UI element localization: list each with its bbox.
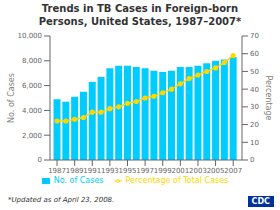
svg-text:2001: 2001 — [171, 167, 189, 175]
html-text:No. of Cases: No. of Cases — [53, 176, 104, 185]
svg-text:60: 60 — [250, 50, 259, 58]
svg-text:1995: 1995 — [119, 167, 137, 175]
svg-text:2003: 2003 — [189, 167, 207, 175]
svg-text:20: 20 — [250, 121, 259, 129]
svg-text:70: 70 — [250, 32, 259, 40]
svg-text:1993: 1993 — [101, 167, 119, 175]
svg-text:No. of Cases: No. of Cases — [8, 73, 16, 123]
svg-text:30: 30 — [250, 103, 259, 111]
html-text:CDC: CDC — [251, 197, 270, 206]
svg-text:50: 50 — [250, 68, 259, 76]
svg-text:1987: 1987 — [48, 167, 66, 175]
html-text:Trends in TB Cases in Foreign-: Trends in TB Cases in Foreign-born — [41, 3, 239, 14]
html-text:*Updated as of April 23, 2008.: *Updated as of April 23, 2008. — [8, 196, 115, 204]
svg-text:10,000: 10,000 — [18, 32, 43, 40]
svg-text:1991: 1991 — [83, 167, 101, 175]
html-text:Percentage of Total Cases: Percentage of Total Cases — [125, 176, 229, 185]
html-text:Persons, United States, 1987–2: Persons, United States, 1987–2007* — [38, 16, 242, 27]
svg-text:10: 10 — [250, 139, 259, 147]
svg-text:1997: 1997 — [136, 167, 154, 175]
svg-text:Percentage: Percentage — [264, 75, 272, 120]
svg-text:1999: 1999 — [154, 167, 172, 175]
svg-text:1989: 1989 — [66, 167, 84, 175]
svg-text:4,000: 4,000 — [22, 107, 42, 115]
svg-text:40: 40 — [250, 86, 259, 94]
svg-text:0: 0 — [38, 156, 42, 164]
svg-text:2007: 2007 — [224, 167, 242, 175]
svg-text:0: 0 — [250, 156, 254, 164]
svg-text:6,000: 6,000 — [22, 82, 42, 90]
svg-text:8,000: 8,000 — [22, 57, 42, 65]
svg-text:2,000: 2,000 — [22, 132, 42, 140]
svg-text:2005: 2005 — [207, 167, 225, 175]
